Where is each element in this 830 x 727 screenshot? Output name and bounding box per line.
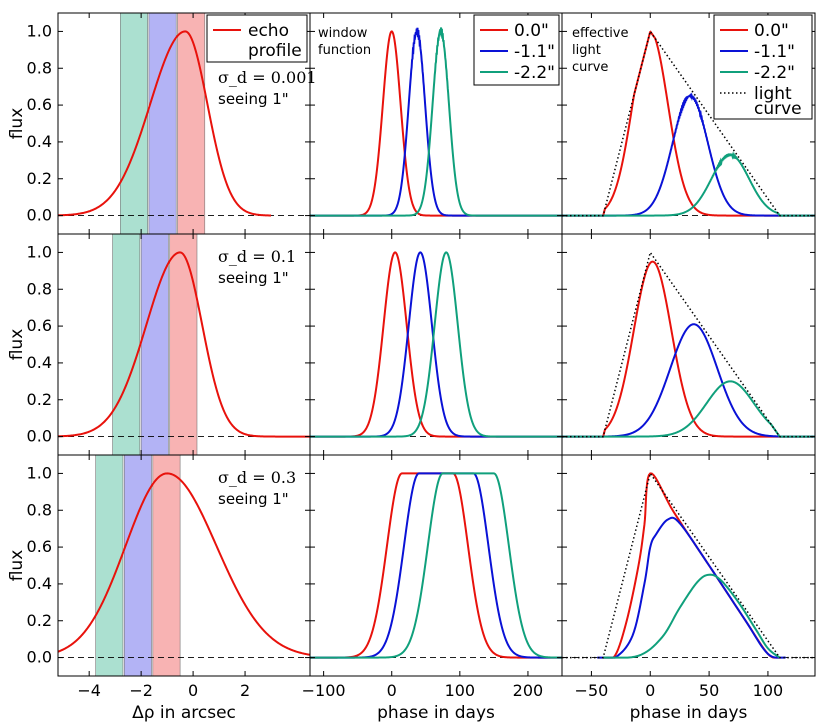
light-curve-line-r2 bbox=[562, 471, 815, 659]
legend-col3-box bbox=[713, 14, 813, 120]
sigma-label-r0: σ_d = 0.001 bbox=[218, 68, 317, 87]
panel-r2-c0 bbox=[58, 455, 310, 676]
echo-profile-line-r0 bbox=[58, 30, 272, 217]
xtick-label-c2: 0 bbox=[645, 681, 655, 700]
legend-col2-label-red: 0.0" bbox=[514, 21, 549, 41]
band-red-r0 bbox=[177, 13, 206, 234]
ytick-label-r2: 1.0 bbox=[27, 463, 52, 482]
window-function-annotation: function bbox=[318, 43, 371, 58]
effective-light-curve-annotation: light bbox=[572, 43, 601, 58]
xtick-label-c0: 0 bbox=[188, 681, 198, 700]
window-line-red-r1 bbox=[310, 251, 562, 438]
window-line-green-r2 bbox=[310, 472, 562, 659]
ytick-label-r2: 0.8 bbox=[27, 500, 52, 519]
panel-r0-c1 bbox=[310, 27, 562, 217]
xtick-label-c1: 100 bbox=[445, 681, 476, 700]
legend-col1-label: echo bbox=[248, 21, 289, 41]
legend-col2-label-blue: -1.1" bbox=[514, 42, 555, 62]
echo-profile-line-r2 bbox=[58, 472, 310, 656]
ytick-label-r0: 0.0 bbox=[27, 206, 52, 225]
xtick-label-c2: −50 bbox=[575, 681, 609, 700]
effective-line-blue-r1 bbox=[562, 323, 815, 438]
ytick-label-r2: 0.0 bbox=[27, 648, 52, 667]
ytick-label-r0: 0.2 bbox=[27, 169, 52, 188]
legend-col3-label-cont: curve bbox=[754, 99, 802, 119]
legend-col2-label-green: -2.2" bbox=[514, 63, 555, 83]
window-line-blue-r2 bbox=[310, 472, 562, 659]
seeing-label-r0: seeing 1" bbox=[218, 90, 289, 108]
ytick-label-r2: 0.4 bbox=[27, 574, 52, 593]
ytick-label-r1: 0.6 bbox=[27, 316, 52, 335]
band-green-r1 bbox=[112, 234, 141, 455]
effective-line-blue-r2 bbox=[597, 516, 786, 659]
xtick-label-c1: −100 bbox=[302, 681, 346, 700]
panel-frame-r1-c2 bbox=[561, 233, 816, 456]
ytick-label-r1: 0.4 bbox=[27, 353, 52, 372]
ylabel-r0: flux bbox=[7, 108, 27, 140]
window-line-green-r1 bbox=[310, 251, 562, 438]
window-line-red-r2 bbox=[310, 472, 562, 659]
ytick-label-r1: 0.8 bbox=[27, 279, 52, 298]
ytick-label-r1: 0.0 bbox=[27, 427, 52, 446]
panel-r0-c2 bbox=[562, 29, 815, 217]
xtick-label-c1: 200 bbox=[513, 681, 544, 700]
legend-col3-label-lightcurve: light bbox=[754, 84, 792, 104]
band-blue-r0 bbox=[148, 13, 177, 234]
legend-col1-box bbox=[206, 14, 308, 63]
window-function-annotation: window bbox=[318, 26, 368, 41]
legend-col3-label-red: 0.0" bbox=[754, 21, 789, 41]
ytick-label-r0: 0.8 bbox=[27, 58, 52, 77]
panel-r1-c0 bbox=[58, 234, 310, 455]
xlabel-c2: phase in days bbox=[630, 703, 748, 723]
band-red-r1 bbox=[169, 234, 198, 455]
panel-r2-c1 bbox=[310, 472, 562, 659]
ytick-label-r1: 0.2 bbox=[27, 390, 52, 409]
ytick-label-r0: 0.4 bbox=[27, 132, 52, 151]
ylabel-r2: flux bbox=[7, 550, 27, 582]
legend-col3-label-blue: -1.1" bbox=[754, 42, 795, 62]
panel-r0-c0 bbox=[58, 13, 310, 234]
band-blue-r1 bbox=[140, 234, 169, 455]
xtick-label-c0: −2 bbox=[129, 681, 153, 700]
ytick-label-r1: 1.0 bbox=[27, 242, 52, 261]
xtick-label-c0: −4 bbox=[77, 681, 101, 700]
effective-line-green-r0 bbox=[562, 151, 815, 217]
sigma-label-r2: σ_d = 0.3 bbox=[218, 468, 296, 487]
effective-light-curve-annotation: curve bbox=[572, 60, 608, 75]
light-curve-line-r0 bbox=[562, 29, 815, 217]
legend-col3-label-green: -2.2" bbox=[754, 63, 795, 83]
panel-frame-r2-c2 bbox=[561, 454, 816, 677]
xtick-label-c2: 100 bbox=[753, 681, 784, 700]
panel-r2-c2 bbox=[562, 471, 815, 659]
window-line-blue-r1 bbox=[310, 251, 562, 438]
band-blue-r2 bbox=[123, 455, 152, 676]
xtick-label-c1: 0 bbox=[387, 681, 397, 700]
effective-light-curve-annotation: effective bbox=[572, 26, 629, 41]
legend-col1-label-cont: profile bbox=[248, 41, 302, 61]
echo-profile-line-r1 bbox=[58, 251, 310, 438]
ytick-label-r2: 0.2 bbox=[27, 611, 52, 630]
effective-line-red-r1 bbox=[562, 260, 815, 438]
seeing-label-r1: seeing 1" bbox=[218, 269, 289, 287]
sigma-label-r1: σ_d = 0.1 bbox=[218, 247, 296, 266]
xtick-label-c0: 2 bbox=[240, 681, 250, 700]
band-red-r2 bbox=[152, 455, 181, 676]
panel-r1-c1 bbox=[310, 251, 562, 438]
panel-frame-r1-c1 bbox=[309, 233, 563, 456]
ytick-label-r0: 0.6 bbox=[27, 95, 52, 114]
window-line-green-r0 bbox=[310, 27, 562, 217]
effective-line-red-r2 bbox=[603, 472, 780, 659]
light-curve-line-r1 bbox=[562, 250, 815, 438]
xlabel-c1: phase in days bbox=[377, 703, 495, 723]
ylabel-r1: flux bbox=[7, 329, 27, 361]
panel-r1-c2 bbox=[562, 250, 815, 438]
effective-line-green-r2 bbox=[603, 573, 781, 659]
ytick-label-r2: 0.6 bbox=[27, 537, 52, 556]
xlabel-c0: Δρ in arcsec bbox=[132, 703, 236, 723]
xtick-label-c2: 50 bbox=[699, 681, 719, 700]
seeing-label-r2: seeing 1" bbox=[218, 490, 289, 508]
ytick-label-r0: 1.0 bbox=[27, 21, 52, 40]
